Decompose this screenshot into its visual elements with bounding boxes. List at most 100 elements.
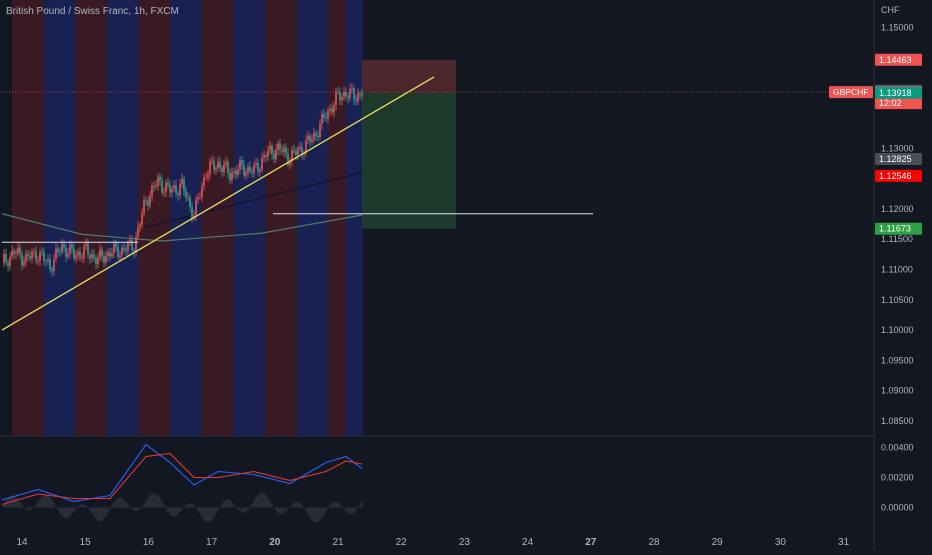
candle-body <box>341 97 343 101</box>
candle-body <box>167 182 169 185</box>
candle-body <box>147 200 149 206</box>
candle-body <box>275 149 277 160</box>
candle-body <box>293 150 295 152</box>
time-tick-label: 23 <box>459 537 471 548</box>
candle-body <box>235 170 237 176</box>
candle-body <box>37 260 39 262</box>
price-badge-label: 1.12546 <box>879 171 912 181</box>
price-tick-label: 1.15000 <box>881 22 914 32</box>
candle-body <box>113 243 115 254</box>
candle-body <box>89 254 91 259</box>
candle-body <box>299 146 301 149</box>
candle-body <box>115 243 117 247</box>
candle-body <box>237 169 239 176</box>
candle-body <box>75 255 77 259</box>
band-red <box>264 0 297 436</box>
band-red <box>75 0 107 436</box>
price-tick-label: 1.10000 <box>881 325 914 335</box>
price-axis[interactable]: 1.15000 1.13000 1.12000 1.11500 1.11000 1.105… <box>881 22 914 512</box>
candle-body <box>359 93 361 95</box>
band-blue <box>233 0 265 436</box>
candle-body <box>303 153 305 155</box>
currency-label: CHF <box>881 5 900 15</box>
candle-body <box>283 147 285 152</box>
candle-body <box>29 256 31 259</box>
short-position-tool[interactable] <box>362 59 456 229</box>
symbol-title[interactable]: British Pound / Swiss Franc, 1h, FXCM <box>6 6 179 17</box>
candle-body <box>291 150 293 162</box>
candle-body <box>155 185 157 188</box>
candle-body <box>261 157 263 170</box>
candle-body <box>231 172 233 181</box>
candle-body <box>23 261 25 266</box>
stop-loss-zone <box>362 59 456 93</box>
candle-body <box>309 135 311 142</box>
time-tick-label: 20 <box>269 537 281 548</box>
band-blue <box>170 0 202 436</box>
candle-body <box>93 254 95 259</box>
price-tick-label: 1.13000 <box>881 143 914 153</box>
candle-body <box>77 251 79 256</box>
price-badge-label: 1.11673 <box>879 224 911 234</box>
candle-body <box>223 164 225 173</box>
time-tick-label: 24 <box>522 537 534 548</box>
candle-body <box>165 182 167 192</box>
candle-body <box>81 257 83 259</box>
candle-body <box>171 188 173 193</box>
candle-body <box>21 254 23 266</box>
candle-body <box>215 168 217 170</box>
candle-body <box>157 176 159 186</box>
time-tick-label: 16 <box>143 537 155 548</box>
candle-body <box>241 160 243 166</box>
candle-body <box>135 236 137 253</box>
price-badge-bg <box>875 169 922 182</box>
time-tick-label: 14 <box>16 537 28 548</box>
time-axis[interactable]: 14 15 16 17 20 21 22 23 24 27 28 29 30 31 <box>16 537 849 548</box>
price-tick-label: 1.08500 <box>881 416 914 426</box>
session-bands <box>12 0 363 436</box>
candle-body <box>109 252 111 257</box>
candle-body <box>15 253 17 255</box>
candle-body <box>175 185 177 194</box>
candle-body <box>101 249 103 257</box>
candle-body <box>273 154 275 160</box>
candle-body <box>117 246 119 258</box>
band-blue <box>106 0 139 436</box>
candle-body <box>221 167 223 173</box>
candle-body <box>169 184 171 193</box>
moving-averages <box>1 172 363 242</box>
candle-body <box>201 185 203 197</box>
candle-body <box>327 110 329 119</box>
band-red <box>138 0 170 436</box>
candle-body <box>257 163 259 172</box>
candle-body <box>331 108 333 113</box>
candle-body <box>209 161 211 174</box>
candle-body <box>311 139 313 142</box>
candle-body <box>139 224 141 228</box>
price-badge-bg <box>875 97 922 110</box>
candle-body <box>161 180 163 193</box>
candle-body <box>49 259 51 269</box>
candle-body <box>225 161 227 165</box>
time-tick-label: 28 <box>648 537 660 548</box>
candle-body <box>245 172 247 176</box>
drawings[interactable] <box>1 76 593 331</box>
candle-body <box>47 259 49 262</box>
candle-body <box>279 143 281 151</box>
candle-body <box>173 185 175 189</box>
candle-body <box>347 96 349 99</box>
candle-body <box>7 262 9 267</box>
candle-body <box>25 253 27 262</box>
candle-body <box>217 161 219 169</box>
candle-body <box>85 243 87 247</box>
candle-body <box>249 166 251 172</box>
band-blue <box>43 0 76 436</box>
candle-body <box>205 177 207 179</box>
candle-body <box>253 164 255 173</box>
macd-tick-label: 0.00000 <box>881 503 914 513</box>
price-badge-label: 1.14463 <box>879 55 912 65</box>
candle-body <box>185 190 187 198</box>
candle-body <box>233 170 235 173</box>
macd-tick-label: 0.00400 <box>881 443 914 453</box>
